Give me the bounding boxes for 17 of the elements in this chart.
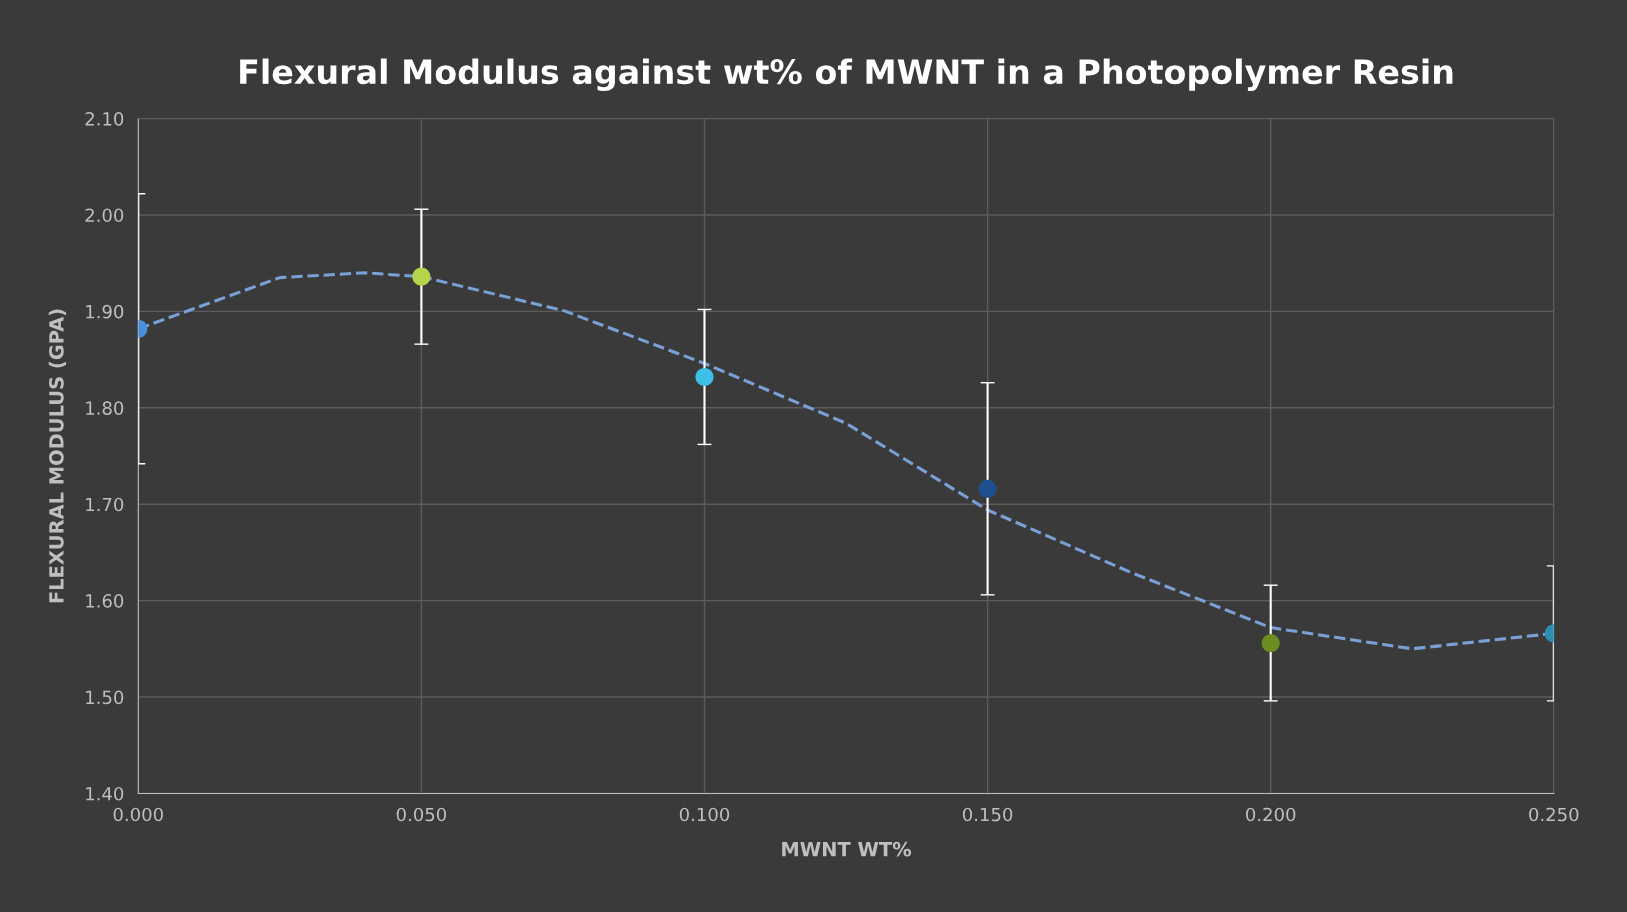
y-tick-label: 1.90 [86,304,124,319]
chart-title: Flexural Modulus against wt% of MWNT in a Photopolymer Resin [240,58,1453,92]
y-tick-label: 2.10 [85,112,124,126]
y-tick-label: 1.80 [86,401,124,415]
x-tick-label: 0.150 [962,807,1013,822]
y-tick-label: 2.00 [85,208,124,223]
y-tick-label: 1.70 [86,497,124,512]
y-tick-label: 1.50 [86,690,124,705]
x-tick-label: 0.050 [396,807,447,822]
x-tick-label: 0.250 [1529,807,1579,822]
y-tick-label: 1.40 [86,786,124,801]
x-axis-title: MWNT WT% [782,841,912,857]
x-tick-label: 0.000 [113,807,163,822]
x-tick-label: 0.200 [1246,807,1296,822]
y-tick-label: 1.60 [86,594,124,608]
x-tick-label: 0.100 [679,807,730,822]
y-axis-title: FLEXURAL MODULUS (GPA) [48,309,67,603]
